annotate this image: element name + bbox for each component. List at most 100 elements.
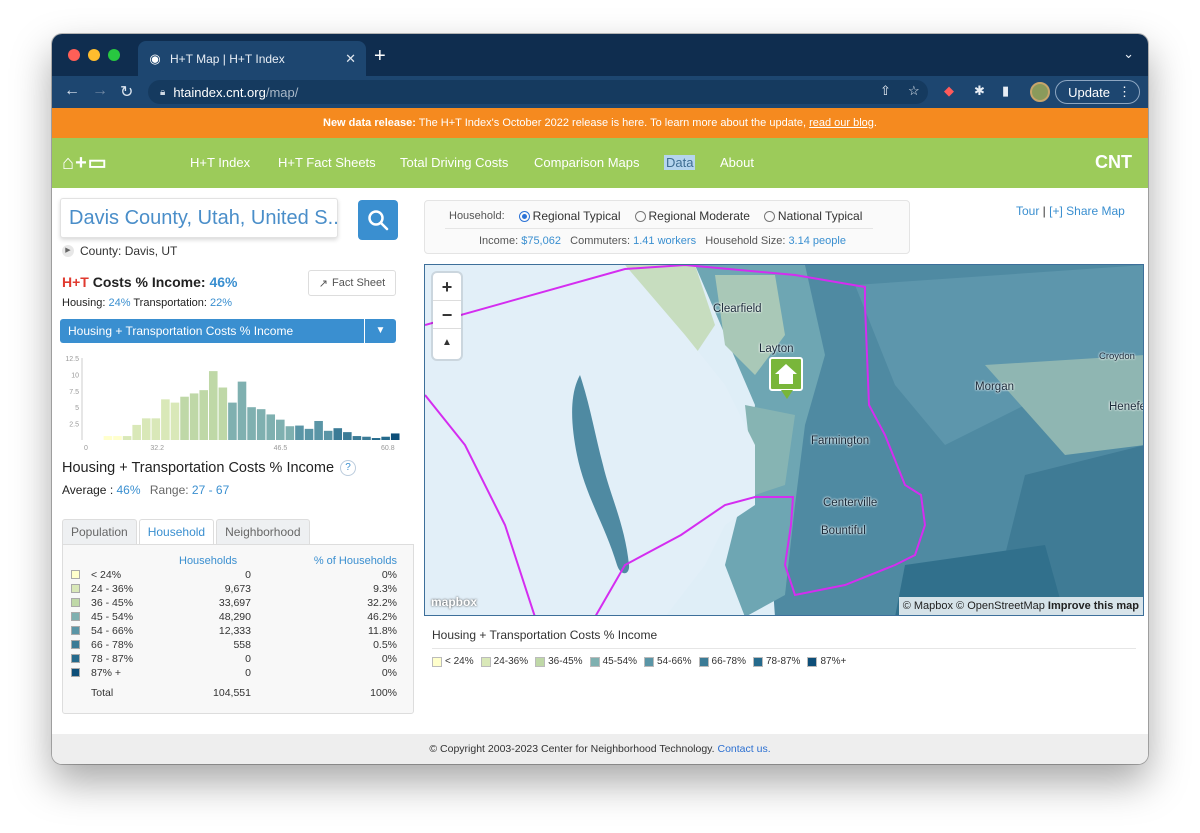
x-tick-label: 46.5: [274, 445, 288, 452]
histogram-bar: [276, 419, 285, 440]
search-button[interactable]: [358, 200, 398, 240]
histogram-bar: [151, 418, 161, 440]
improve-map-link[interactable]: Improve this map: [1047, 600, 1139, 612]
histogram-bar: [247, 407, 256, 440]
extension-icon[interactable]: ◆: [944, 83, 954, 98]
histogram-bar: [266, 414, 276, 440]
nav-ht-index[interactable]: H+T Index: [190, 155, 251, 170]
radio-regional-typical[interactable]: Regional Typical: [511, 209, 621, 223]
share-icon[interactable]: ⇧: [880, 83, 891, 98]
chevron-down-icon[interactable]: ⌄: [1123, 46, 1134, 61]
x-tick-label: 32.2: [150, 445, 164, 452]
forward-icon[interactable]: →: [92, 82, 108, 99]
histogram-bar: [113, 436, 122, 440]
attribution-text[interactable]: © Mapbox © OpenStreetMap: [902, 600, 1045, 612]
contact-link[interactable]: Contact us.: [717, 743, 771, 755]
map-attribution: © Mapbox © OpenStreetMap Improve this ma…: [898, 597, 1143, 615]
back-icon[interactable]: ←: [64, 82, 80, 99]
tour-sep: |: [1039, 204, 1050, 218]
county-toggle[interactable]: ▶ County: Davis, UT: [62, 244, 177, 258]
home-marker-icon[interactable]: [769, 357, 803, 399]
location-search-input[interactable]: Davis County, Utah, United S...: [60, 198, 338, 238]
radio-icon: [634, 211, 646, 223]
ht-value: 46%: [209, 274, 238, 290]
histogram-bar: [314, 420, 323, 440]
metric-select[interactable]: Housing + Transportation Costs % Income …: [60, 319, 396, 343]
row-households: 0: [245, 667, 251, 679]
legend-swatch: [71, 612, 80, 621]
legend-title: Housing + Transportation Costs % Income: [432, 628, 658, 642]
histogram-bar: [132, 424, 141, 440]
maximize-window-button[interactable]: [108, 49, 120, 61]
tour-share: Tour | [+] Share Map: [1016, 204, 1125, 218]
new-tab-button[interactable]: +: [374, 45, 386, 67]
tab-population[interactable]: Population: [62, 519, 137, 545]
commuters-label: Commuters:: [570, 235, 631, 247]
tab-neighborhood[interactable]: Neighborhood: [216, 519, 310, 545]
map-controls: + − ▲: [433, 273, 461, 359]
avg-value: 46%: [116, 483, 141, 497]
reload-icon[interactable]: ↻: [120, 84, 134, 101]
share-map-link[interactable]: [+] Share Map: [1049, 204, 1125, 218]
play-icon: ▶: [62, 245, 74, 257]
browser-tab[interactable]: ◉ H+T Map | H+T Index ✕: [138, 41, 366, 76]
legend-swatch: [71, 570, 80, 579]
legend-label: 87%+: [820, 656, 847, 667]
histogram-bar: [362, 436, 371, 440]
total-households: 104,551: [213, 687, 251, 699]
legend-swatch: [752, 656, 763, 667]
table-row: 45 - 54% 48,290 46.2%: [71, 611, 401, 623]
mapbox-logo[interactable]: mapbox: [431, 595, 478, 609]
url-field[interactable]: 🔒︎ htaindex.cnt.org /map/: [148, 80, 928, 104]
help-icon[interactable]: ?: [340, 460, 357, 476]
compass-icon[interactable]: ▲: [442, 337, 452, 348]
sidebar-icon[interactable]: ▮: [1002, 83, 1010, 98]
map[interactable]: + − ▲ Clearfield Layton Morgan Croydon H…: [424, 264, 1144, 616]
tour-link[interactable]: Tour: [1016, 204, 1040, 218]
bookmark-star-icon[interactable]: ☆: [908, 83, 920, 98]
update-button[interactable]: Update ⋮: [1055, 80, 1140, 104]
zoom-out-button[interactable]: −: [433, 301, 461, 329]
histogram-bar: [343, 432, 352, 440]
zoom-in-button[interactable]: +: [433, 273, 461, 301]
minimize-window-button[interactable]: [88, 49, 100, 61]
row-pct: 0%: [381, 667, 397, 679]
transport-label: Transportation:: [133, 297, 207, 309]
metric-title-text: Housing + Transportation Costs % Income: [62, 460, 335, 476]
url-host: htaindex.cnt.org: [173, 84, 266, 100]
histogram-bar: [161, 399, 170, 440]
row-pct: 0%: [381, 569, 397, 581]
nav-driving-costs[interactable]: Total Driving Costs: [400, 155, 509, 170]
radio-regional-moderate[interactable]: Regional Moderate: [627, 209, 750, 223]
table-row: 36 - 45% 33,697 32.2%: [71, 597, 401, 609]
nav-comparison-maps[interactable]: Comparison Maps: [534, 155, 640, 170]
cnt-logo[interactable]: CNT: [1095, 152, 1132, 172]
nav-about[interactable]: About: [720, 155, 754, 170]
histogram-bar: [170, 402, 180, 440]
total-pct: 100%: [370, 687, 397, 699]
home-car-logo[interactable]: ⌂+▭: [62, 152, 108, 174]
divider: [445, 228, 873, 229]
close-window-button[interactable]: [68, 49, 80, 61]
nav-data[interactable]: Data: [664, 155, 696, 170]
tab-bar: ◉ H+T Map | H+T Index ✕ + ⌄: [52, 34, 1148, 76]
radio-checked-icon: [518, 211, 530, 223]
histogram-bar: [237, 381, 247, 440]
transport-value: 22%: [210, 297, 233, 309]
histogram-bar: [141, 418, 151, 440]
map-legend: < 24% 24-36% 36-45% 45-54% 54-66% 66-78% 78-87…: [432, 656, 846, 667]
avatar[interactable]: [1030, 82, 1050, 102]
tab-household[interactable]: Household: [138, 519, 215, 545]
radio-national-typical[interactable]: National Typical: [756, 209, 862, 223]
banner-bold: New data release:: [323, 117, 416, 129]
nav-fact-sheets[interactable]: H+T Fact Sheets: [278, 155, 376, 170]
histogram: 12.5 10 7.5 5 2.5 0 32.2 46.5 60.8: [65, 356, 400, 452]
puzzle-icon[interactable]: ✱: [974, 83, 985, 98]
option-label: Regional Moderate: [648, 209, 750, 223]
row-pct: 9.3%: [373, 583, 397, 595]
banner-link[interactable]: read our blog: [809, 117, 874, 129]
close-tab-icon[interactable]: ✕: [345, 50, 356, 66]
table-row: 87% + 0 0%: [71, 667, 401, 679]
fact-sheet-button[interactable]: ↗ Fact Sheet: [308, 270, 396, 296]
histogram-bar: [228, 402, 237, 440]
